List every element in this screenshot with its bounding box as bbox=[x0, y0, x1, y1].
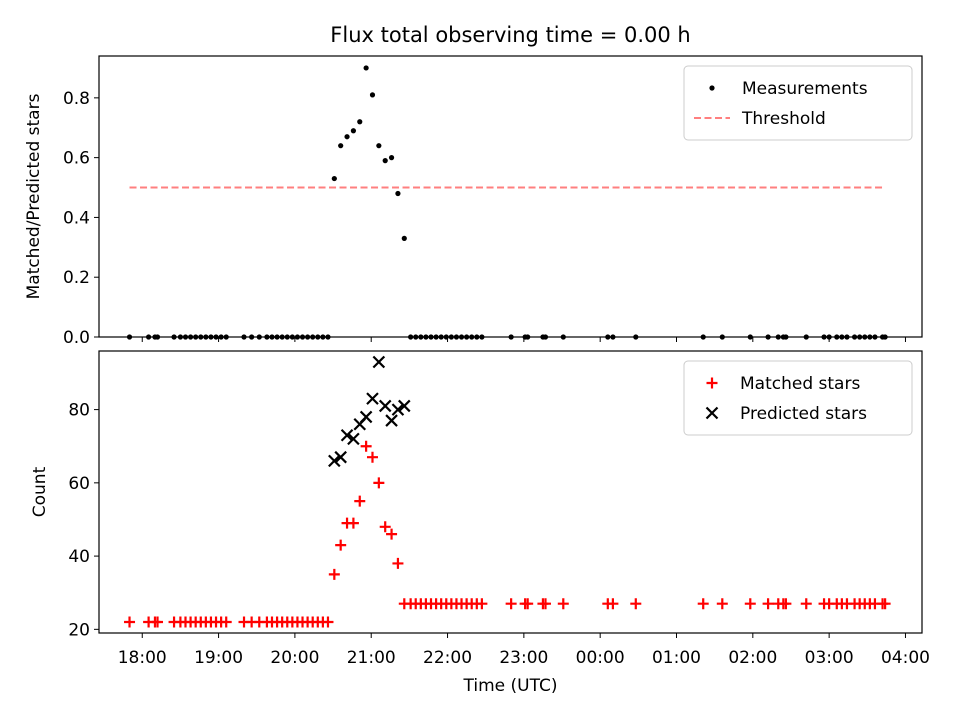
predicted-star-point bbox=[328, 454, 341, 468]
predicted-star-point bbox=[359, 410, 373, 424]
predicted-star-point bbox=[372, 355, 386, 369]
y-tick-label: 0.0 bbox=[63, 328, 90, 348]
matched-star-point bbox=[220, 616, 232, 628]
predicted-star-point bbox=[334, 450, 347, 464]
legend-measurements-swatch bbox=[709, 85, 715, 91]
x-tick-label: 22:00 bbox=[423, 648, 472, 668]
y-tick-label: 0.8 bbox=[63, 89, 90, 109]
matched-star-point bbox=[152, 616, 164, 628]
measurement-point bbox=[401, 235, 407, 241]
matched-star-point bbox=[392, 557, 404, 569]
x-axis-label: Time (UTC) bbox=[463, 676, 558, 696]
x-tick-label: 23:00 bbox=[499, 648, 548, 668]
y-tick-label: 0.4 bbox=[63, 208, 90, 228]
y-tick-label: 20 bbox=[68, 620, 90, 640]
matched-star-point bbox=[379, 521, 391, 533]
matched-star-point bbox=[762, 598, 774, 610]
y-tick-label: 40 bbox=[68, 547, 90, 567]
matched-star-point bbox=[505, 598, 517, 610]
measurement-point bbox=[388, 155, 395, 161]
matched-star-point bbox=[522, 598, 534, 610]
measurement-point bbox=[369, 92, 376, 98]
matched-star-point bbox=[800, 598, 812, 610]
matched-star-point bbox=[557, 598, 569, 610]
ratio-y-axis-label: Matched/Predicted stars bbox=[24, 93, 44, 299]
matched-star-point bbox=[386, 528, 398, 540]
matched-star-point bbox=[539, 598, 551, 610]
x-tick-label: 21:00 bbox=[347, 648, 396, 668]
matched-star-point bbox=[697, 598, 709, 610]
measurement-point bbox=[331, 175, 337, 182]
chart-title: Flux total observing time = 0.00 h bbox=[330, 23, 690, 47]
y-tick-label: 80 bbox=[68, 401, 90, 421]
matched-star-point bbox=[354, 495, 366, 507]
legend-label: Matched stars bbox=[740, 374, 860, 394]
axes-frame bbox=[98, 55, 923, 338]
ratio-panel: Matched/Predicted stars 0.0 0.2 0.4 0.6 0.8 M… bbox=[24, 55, 923, 348]
matched-star-point bbox=[744, 598, 756, 610]
legend-predicted-swatch bbox=[705, 406, 719, 420]
measurement-point bbox=[376, 143, 382, 149]
matched-star-point bbox=[630, 598, 642, 610]
matched-star-point bbox=[360, 440, 372, 452]
measurement-point bbox=[382, 158, 388, 164]
x-tick-label: 02:00 bbox=[728, 648, 777, 668]
predicted-star-point bbox=[340, 428, 354, 442]
x-tick-label: 19:00 bbox=[194, 648, 243, 668]
x-tick-label: 18:00 bbox=[118, 648, 167, 668]
matched-star-point bbox=[476, 598, 488, 610]
matched-star-point bbox=[366, 451, 378, 463]
matched-star-point bbox=[716, 598, 728, 610]
measurement-point bbox=[338, 143, 344, 149]
matched-star-point bbox=[373, 477, 385, 489]
matched-star-point bbox=[328, 568, 340, 580]
matched-star-point bbox=[347, 517, 359, 529]
x-tick-label: 04:00 bbox=[881, 648, 930, 668]
legend-box bbox=[683, 65, 913, 141]
y-tick-label: 60 bbox=[68, 474, 90, 494]
count-panel: Count 20 40 60 80 18:00 19:00 20:00 21:00 22:00 2… bbox=[30, 350, 930, 668]
y-tick-label: 0.6 bbox=[63, 149, 90, 169]
legend-label: Measurements bbox=[742, 79, 868, 99]
measurement-point bbox=[357, 119, 363, 125]
predicted-star-point bbox=[347, 432, 360, 446]
predicted-star-point bbox=[391, 403, 405, 416]
measurement-point bbox=[363, 65, 369, 71]
x-tick-label: 01:00 bbox=[652, 648, 701, 668]
axes-frame bbox=[98, 350, 923, 634]
legend-box bbox=[683, 360, 913, 436]
legend-matched-swatch bbox=[706, 377, 718, 389]
measurement-point bbox=[344, 134, 350, 140]
matched-star-point bbox=[879, 598, 891, 610]
x-tick-label: 20:00 bbox=[270, 648, 319, 668]
measurement-point bbox=[350, 128, 357, 134]
legend-label: Predicted stars bbox=[740, 404, 867, 424]
y-tick-label: 0.2 bbox=[63, 268, 90, 288]
x-tick-label: 03:00 bbox=[805, 648, 854, 668]
matched-star-point bbox=[322, 616, 334, 628]
matched-star-point bbox=[607, 598, 619, 610]
matched-star-point bbox=[780, 598, 792, 610]
predicted-star-point bbox=[398, 399, 411, 413]
predicted-star-point bbox=[385, 414, 398, 427]
count-y-axis-label: Count bbox=[30, 466, 50, 517]
legend-label: Threshold bbox=[741, 109, 826, 129]
measurement-point bbox=[395, 190, 401, 197]
matched-star-point bbox=[124, 616, 136, 628]
x-tick-label: 00:00 bbox=[576, 648, 625, 668]
matched-star-point bbox=[335, 539, 347, 551]
predicted-star-point bbox=[378, 399, 392, 413]
predicted-star-point bbox=[366, 392, 379, 405]
